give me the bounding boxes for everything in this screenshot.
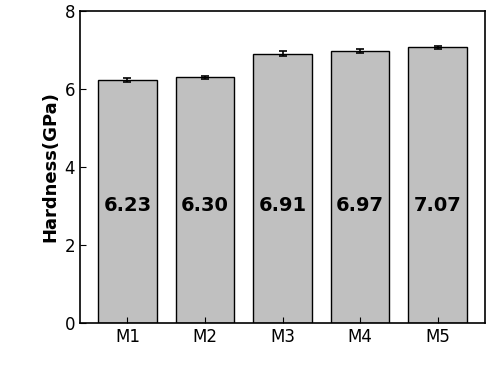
Text: 6.30: 6.30 <box>181 196 229 215</box>
Bar <box>176 77 234 323</box>
Bar <box>254 54 312 323</box>
Text: 6.23: 6.23 <box>104 196 152 215</box>
Bar <box>98 80 156 323</box>
Text: 7.07: 7.07 <box>414 196 462 215</box>
Text: 6.97: 6.97 <box>336 196 384 215</box>
Bar <box>331 51 389 323</box>
Bar <box>408 47 467 323</box>
Y-axis label: Hardness(GPa): Hardness(GPa) <box>41 91 59 243</box>
Text: 6.91: 6.91 <box>258 196 306 215</box>
